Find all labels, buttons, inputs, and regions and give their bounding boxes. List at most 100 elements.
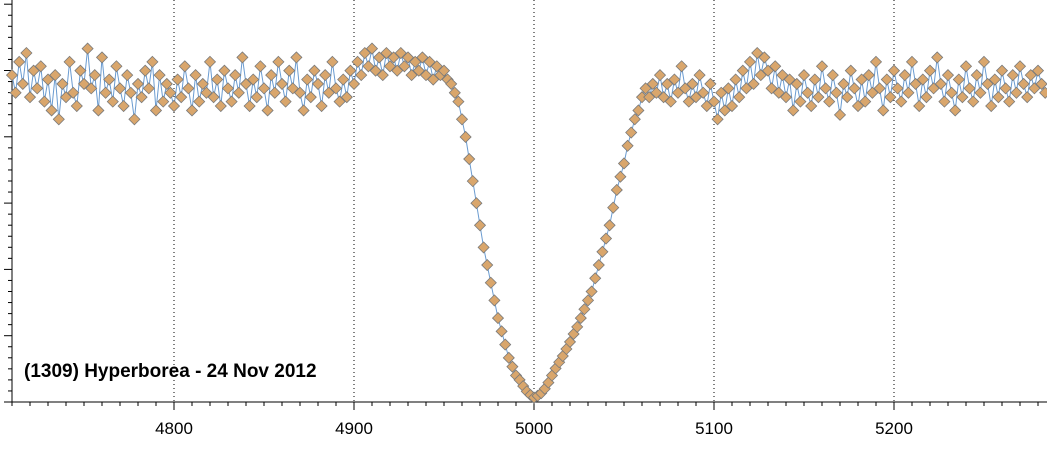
x-tick-labels: 4800 4900 5000 5100 5200	[155, 419, 913, 438]
data-point	[455, 113, 469, 126]
data-point	[808, 73, 821, 86]
data-point	[5, 69, 19, 82]
data-point	[1006, 69, 1019, 82]
data-point	[337, 73, 350, 86]
data-point	[45, 104, 58, 117]
data-point	[229, 69, 242, 82]
data-point	[175, 91, 188, 104]
data-point	[610, 183, 623, 197]
data-point	[423, 55, 436, 68]
data-point	[797, 69, 811, 82]
data-point	[452, 95, 465, 108]
data-point	[387, 51, 400, 64]
axes	[11, 0, 1047, 403]
data-point	[837, 77, 850, 90]
data-point	[815, 60, 829, 73]
data-point	[945, 86, 958, 99]
data-point	[52, 113, 65, 126]
data-point	[1031, 64, 1045, 77]
data-point	[106, 95, 119, 108]
data-points	[5, 42, 1047, 404]
data-point	[41, 73, 55, 86]
data-point	[81, 42, 94, 55]
data-point	[855, 73, 868, 86]
data-point	[347, 77, 361, 90]
data-point	[697, 86, 710, 99]
data-point	[981, 77, 994, 90]
data-point	[661, 77, 674, 90]
data-point	[841, 91, 854, 104]
data-point	[826, 69, 839, 82]
data-point	[279, 95, 292, 108]
data-point	[243, 99, 256, 113]
data-point	[761, 64, 775, 77]
data-point	[747, 77, 760, 90]
data-point	[430, 60, 443, 73]
data-point	[643, 91, 656, 104]
data-point	[491, 312, 505, 325]
data-point	[758, 51, 771, 64]
data-point	[830, 86, 843, 99]
data-point	[999, 82, 1012, 95]
data-point	[85, 82, 98, 95]
data-point	[884, 91, 897, 104]
data-point	[329, 82, 343, 95]
data-point	[488, 294, 501, 307]
data-point	[686, 77, 699, 90]
data-point	[823, 95, 836, 108]
data-point	[682, 95, 695, 108]
data-point	[693, 69, 706, 82]
data-point	[92, 104, 105, 117]
data-point	[578, 303, 591, 316]
data-point	[585, 285, 598, 298]
data-point	[153, 69, 166, 82]
data-point	[967, 95, 980, 108]
data-point	[934, 77, 947, 90]
data-point	[344, 64, 357, 77]
data-point	[319, 69, 332, 82]
data-point	[200, 86, 213, 99]
data-point	[254, 60, 267, 73]
data-point	[650, 86, 663, 99]
data-point	[103, 73, 116, 86]
data-point	[275, 77, 289, 90]
data-point	[56, 77, 69, 90]
data-point	[160, 77, 173, 90]
data-point	[765, 82, 778, 95]
data-point	[221, 82, 235, 95]
data-point	[34, 60, 47, 73]
data-point	[639, 82, 652, 95]
data-point	[970, 69, 983, 82]
data-point	[992, 91, 1005, 104]
data-point	[117, 99, 130, 113]
data-point	[157, 95, 170, 108]
data-point	[164, 86, 177, 99]
data-point	[873, 82, 886, 95]
data-point	[1010, 86, 1023, 99]
data-point	[671, 86, 685, 99]
data-point	[203, 55, 217, 68]
x-tick-label: 4900	[335, 419, 373, 438]
data-point	[23, 91, 37, 104]
data-point	[470, 197, 483, 210]
data-point	[373, 51, 386, 64]
chart-title: (1309) Hyperborea - 24 Nov 2012	[24, 361, 317, 382]
data-point	[416, 51, 429, 64]
data-point	[463, 152, 476, 166]
data-point	[772, 86, 785, 99]
data-point	[297, 104, 310, 117]
data-point	[448, 86, 461, 99]
data-point	[362, 60, 375, 73]
data-point	[866, 86, 879, 99]
data-point	[794, 95, 807, 108]
data-point	[895, 95, 908, 108]
data-point	[38, 95, 51, 108]
data-point	[128, 113, 141, 126]
data-point	[1003, 95, 1016, 108]
data-point	[923, 64, 937, 77]
data-point	[891, 82, 904, 95]
data-point	[589, 272, 602, 285]
data-point	[819, 82, 832, 95]
data-point	[477, 241, 490, 254]
